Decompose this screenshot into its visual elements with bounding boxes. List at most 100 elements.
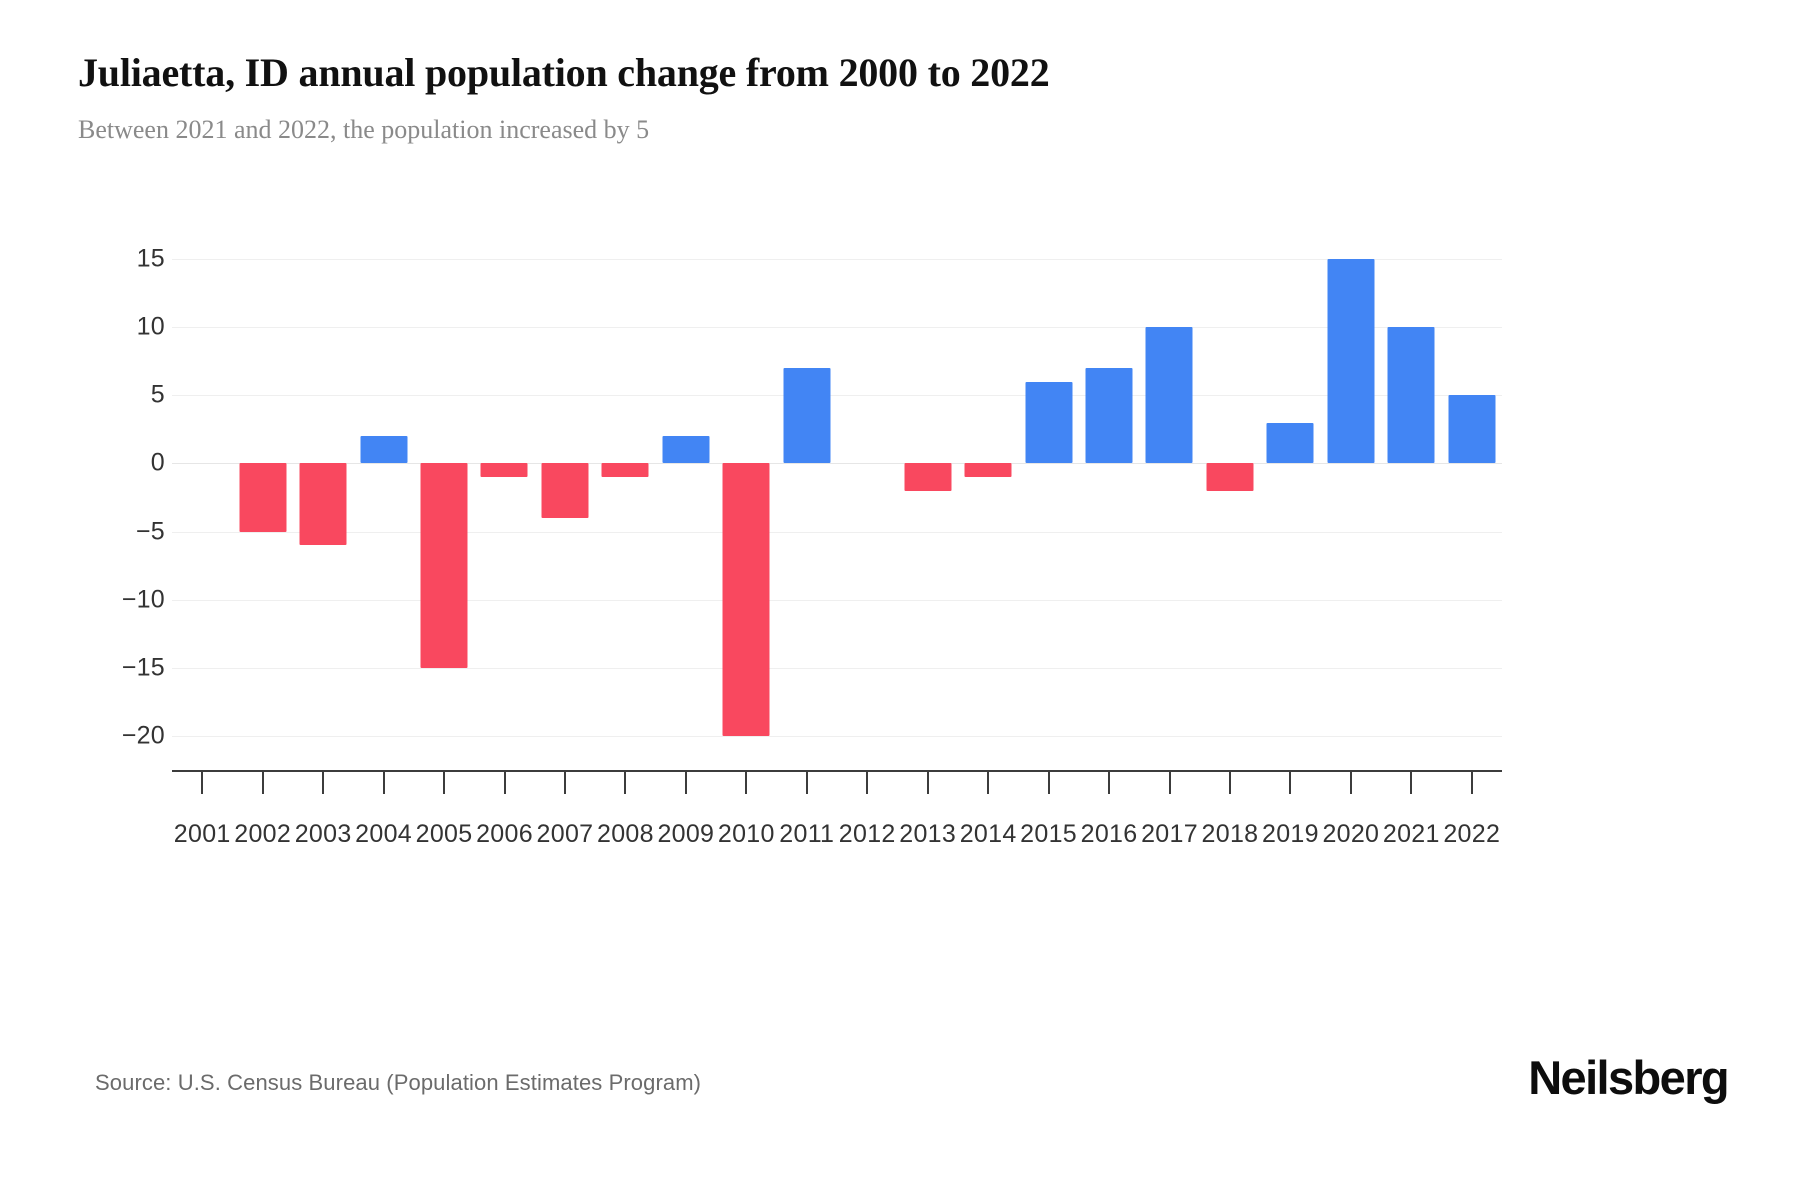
x-tick [382, 772, 385, 794]
x-tick [805, 772, 808, 794]
bar-2021[interactable] [1387, 327, 1435, 464]
x-tick-label-2022: 2022 [1443, 820, 1501, 848]
bar-2009[interactable] [662, 436, 710, 464]
bar-2008[interactable] [601, 463, 649, 478]
bar-2003[interactable] [299, 463, 347, 546]
source-note: Source: U.S. Census Bureau (Population E… [95, 1070, 702, 1095]
x-tick [987, 772, 990, 794]
x-tick [322, 772, 325, 794]
gridline [172, 531, 1502, 533]
bar-slot [1442, 225, 1502, 770]
y-tick-label: −5 [135, 517, 165, 546]
x-tick [1289, 772, 1292, 794]
bar-2015[interactable] [1025, 381, 1073, 464]
bar-2011[interactable] [783, 368, 831, 464]
bar-slot [897, 225, 957, 770]
x-tick [1108, 772, 1111, 794]
x-tick-label-2017: 2017 [1141, 820, 1198, 848]
bar-slot [777, 225, 837, 770]
x-tick [503, 772, 506, 794]
y-tick-label: 0 [150, 448, 165, 477]
gridline [172, 667, 1502, 669]
bar-slot [414, 225, 474, 770]
gridline [172, 259, 1502, 261]
bar-2020[interactable] [1327, 259, 1375, 464]
bar-slot [1018, 225, 1078, 770]
x-tick-label-2004: 2004 [355, 820, 412, 848]
x-tick [926, 772, 929, 794]
x-tick-label-2005: 2005 [415, 820, 473, 848]
x-tick-label-2001: 2001 [173, 820, 231, 848]
bar-2005[interactable] [420, 463, 468, 668]
bar-slot [837, 225, 897, 770]
bar-slot [353, 225, 413, 770]
bar-slot [595, 225, 655, 770]
bar-slot [535, 225, 595, 770]
x-tick-label-2018: 2018 [1201, 820, 1259, 848]
bar-2018[interactable] [1206, 463, 1254, 491]
bar-2022[interactable] [1448, 395, 1496, 464]
x-axis-line [172, 770, 1502, 772]
bar-2013[interactable] [904, 463, 952, 491]
gridline [172, 735, 1502, 737]
y-tick-label: 15 [136, 244, 165, 273]
x-tick-label-2009: 2009 [657, 820, 715, 848]
bar-2019[interactable] [1266, 422, 1314, 464]
x-tick-label-2008: 2008 [596, 820, 654, 848]
gridline [172, 327, 1502, 329]
bar-slot [172, 225, 232, 770]
bar-2017[interactable] [1145, 327, 1193, 464]
x-tick-label-2014: 2014 [959, 820, 1017, 848]
x-tick [261, 772, 264, 794]
bar-slot [1139, 225, 1199, 770]
x-tick-label-2013: 2013 [899, 820, 957, 848]
chart-subtitle: Between 2021 and 2022, the population in… [78, 115, 650, 144]
x-tick-label-2021: 2021 [1382, 820, 1440, 848]
x-tick-label-2002: 2002 [234, 820, 292, 848]
chart-header: Juliaetta, ID annual population change f… [78, 50, 1728, 145]
bar-2006[interactable] [480, 463, 528, 478]
x-tick [1349, 772, 1352, 794]
bar-slot [1200, 225, 1260, 770]
x-tick-label-2019: 2019 [1261, 820, 1319, 848]
x-tick-label-2010: 2010 [717, 820, 775, 848]
y-tick-label: −15 [121, 653, 165, 682]
bar-2002[interactable] [239, 463, 287, 532]
bar-slot [1321, 225, 1381, 770]
x-tick [1047, 772, 1050, 794]
x-tick-label-2012: 2012 [838, 820, 896, 848]
x-tick [866, 772, 869, 794]
bar-2014[interactable] [964, 463, 1012, 478]
page-title: Juliaetta, ID annual population change f… [78, 50, 1050, 95]
bar-slot [293, 225, 353, 770]
plot-area: 15 10 5 0 −5 −10 −15 −20 2001 2002 2003 2004 2005 20… [0, 225, 1800, 1015]
brand-logo: Neilsberg [1528, 1051, 1729, 1104]
x-tick-label-2016: 2016 [1080, 820, 1138, 848]
bars-layer [172, 225, 1502, 770]
bar-2010[interactable] [722, 463, 770, 736]
x-tick [443, 772, 446, 794]
bar-slot [1079, 225, 1139, 770]
x-tick-label-2020: 2020 [1322, 820, 1380, 848]
x-tick [1228, 772, 1231, 794]
y-tick-label: −20 [121, 721, 165, 750]
bar-2004[interactable] [360, 436, 408, 464]
bar-slot [656, 225, 716, 770]
x-tick [745, 772, 748, 794]
x-tick-label-2006: 2006 [476, 820, 533, 848]
y-tick-label: −10 [121, 585, 165, 614]
bar-slot [958, 225, 1018, 770]
bar-slot [474, 225, 534, 770]
x-tick-label-2007: 2007 [536, 820, 594, 848]
bar-2007[interactable] [541, 463, 589, 518]
x-tick [1168, 772, 1171, 794]
x-tick [1410, 772, 1413, 794]
bar-2016[interactable] [1085, 368, 1133, 464]
x-tick [563, 772, 566, 794]
bar-slot [1381, 225, 1441, 770]
y-axis: 15 10 5 0 −5 −10 −15 −20 [0, 225, 165, 770]
x-tick-label-2015: 2015 [1020, 820, 1077, 848]
x-tick-label-2011: 2011 [779, 820, 835, 848]
gridline [172, 599, 1502, 601]
